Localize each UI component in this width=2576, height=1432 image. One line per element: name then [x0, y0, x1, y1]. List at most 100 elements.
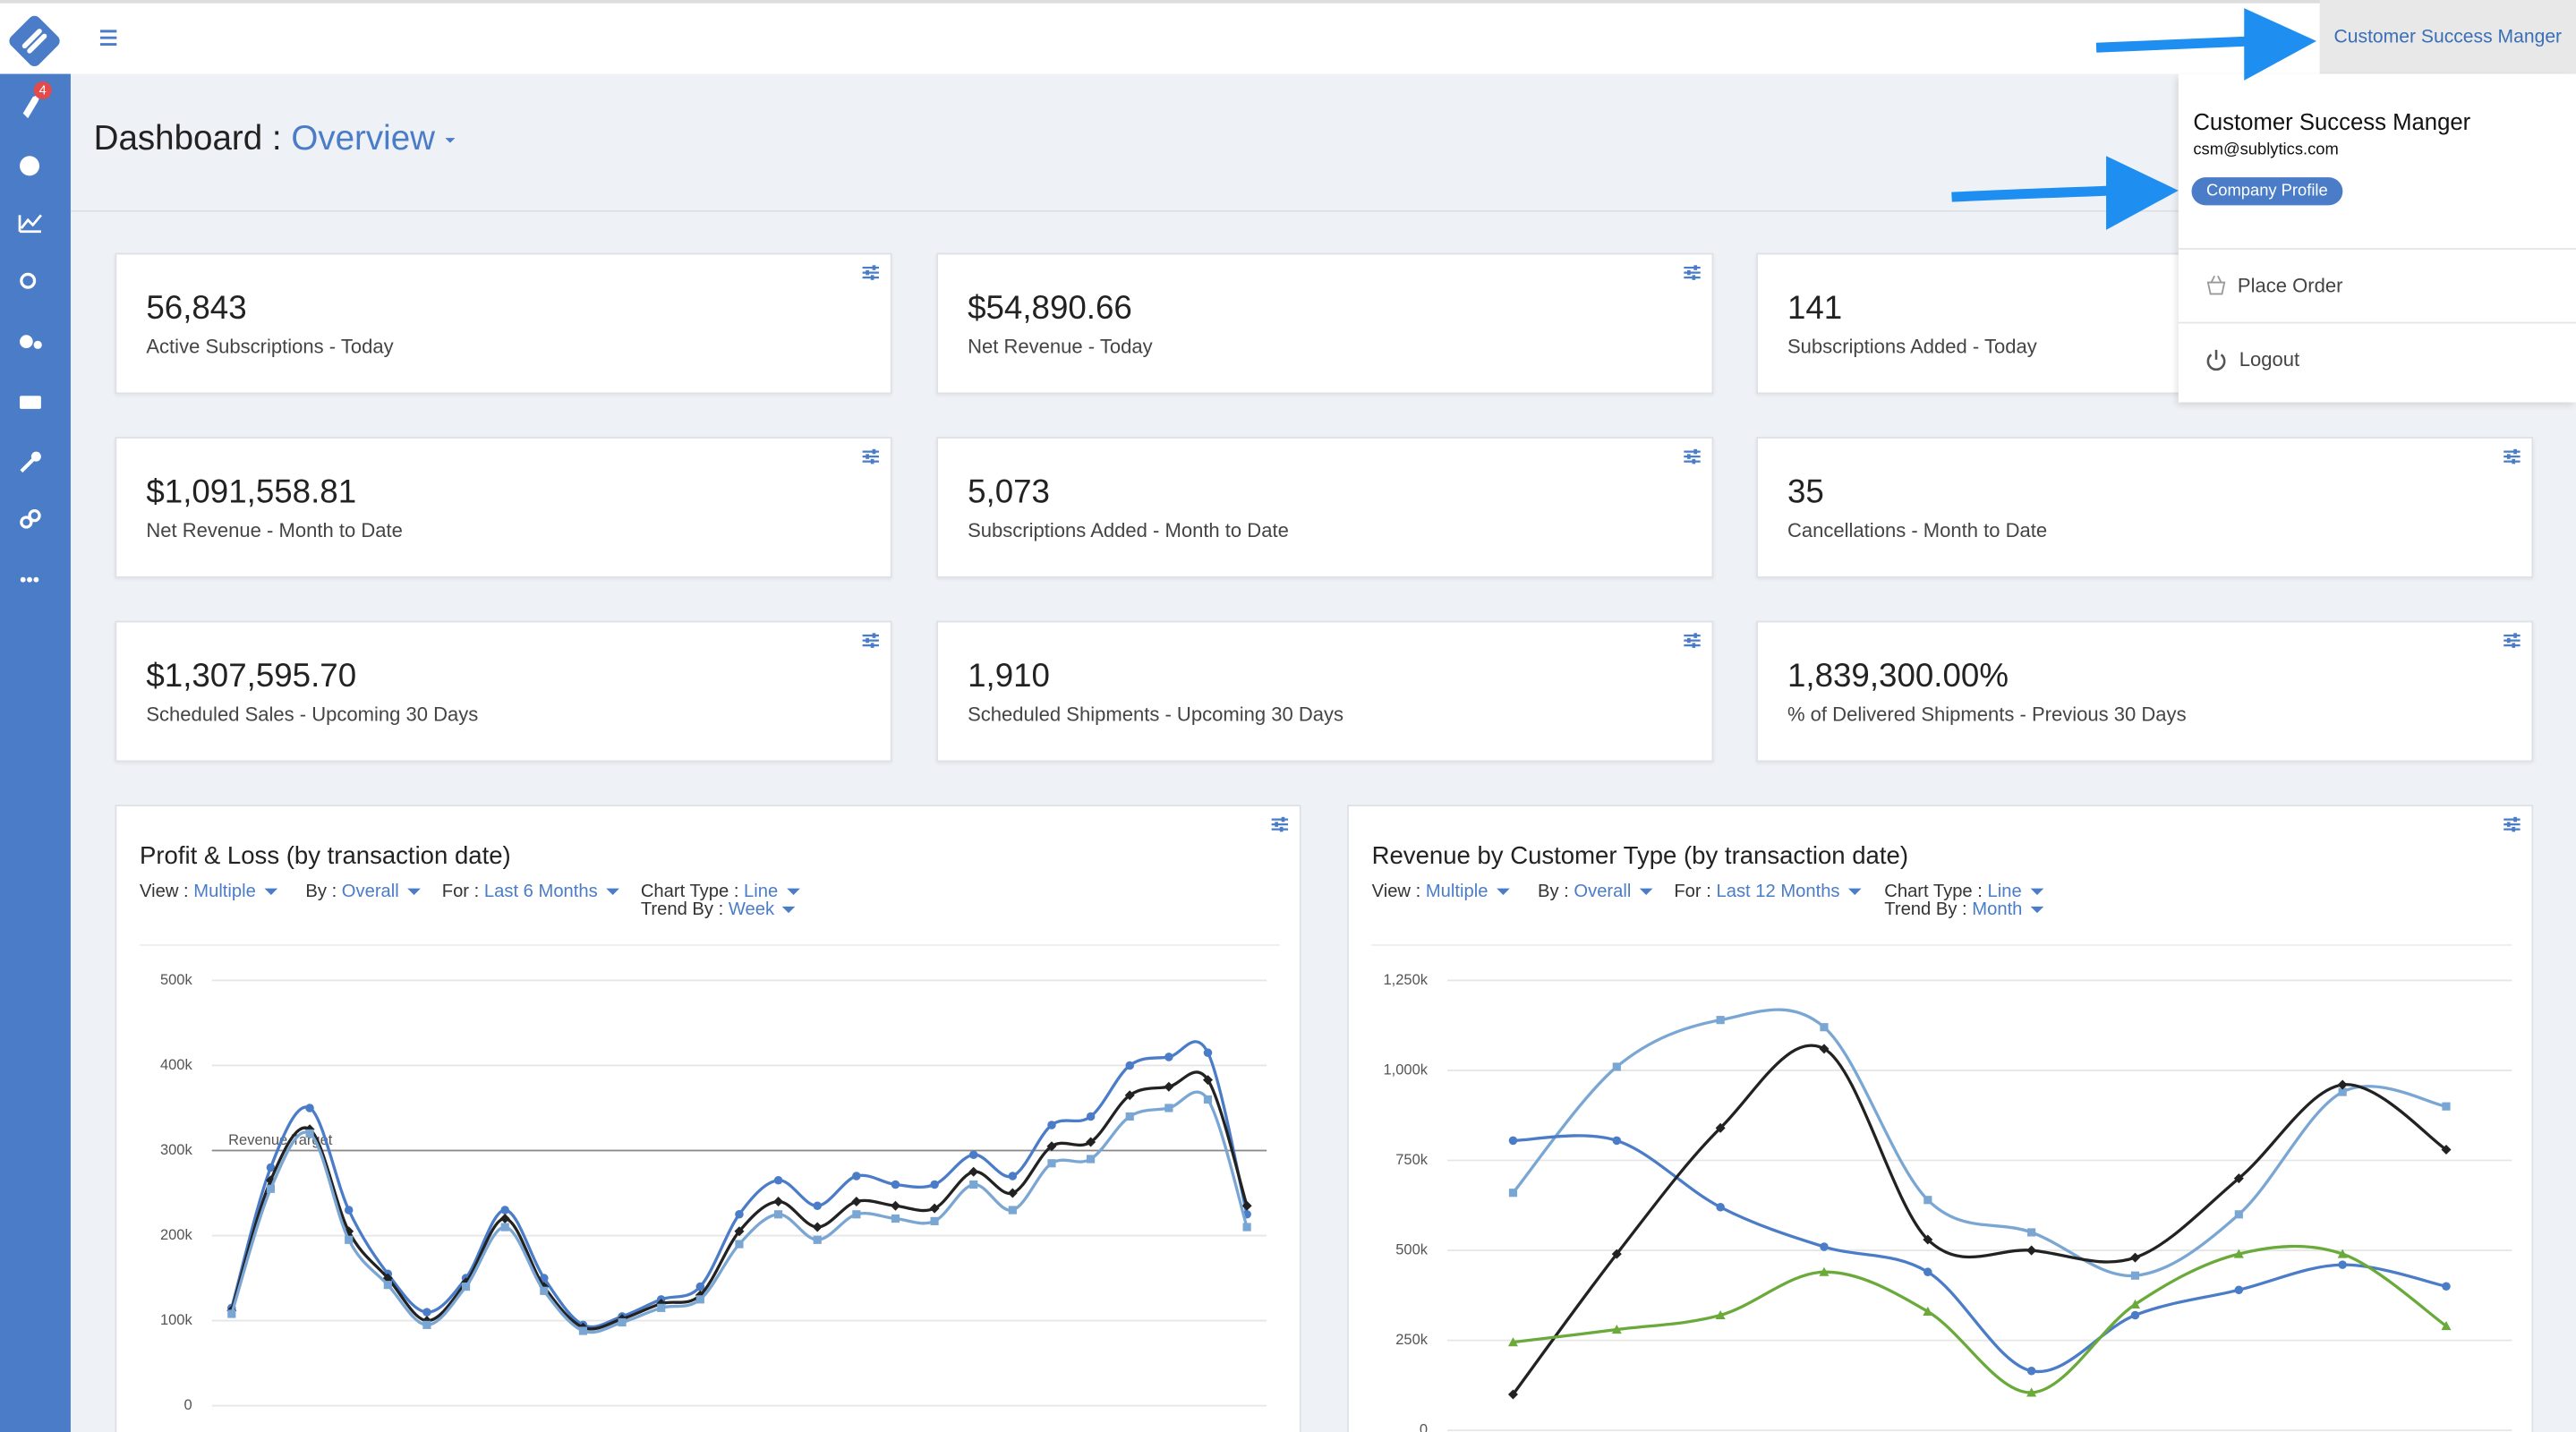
user-button[interactable]: Customer Success Manger — [2319, 0, 2576, 78]
filter-caret — [786, 888, 800, 896]
arrow-head — [2106, 156, 2179, 230]
chart-filter[interactable]: Trend By : Week — [641, 900, 796, 920]
data-point — [1923, 1234, 1933, 1245]
y-tick-label: 300k — [160, 1142, 193, 1158]
stat-card: 35 Cancellations - Month to Date — [1756, 437, 2534, 578]
data-point — [891, 1214, 900, 1223]
reports-icon[interactable] — [18, 214, 42, 234]
stat-value: 5,073 — [968, 474, 1050, 511]
tools-icon[interactable] — [20, 456, 36, 473]
chart-filter[interactable]: For : Last 6 Months — [442, 882, 619, 901]
menu-toggle[interactable] — [98, 28, 118, 47]
data-point — [266, 1163, 276, 1172]
stat-card: 1,910 Scheduled Shipments - Upcoming 30 D… — [936, 620, 1714, 763]
card-settings[interactable] — [1683, 632, 1702, 648]
y-tick-label: 500k — [1395, 1241, 1429, 1257]
launch-icon[interactable] — [22, 93, 41, 119]
data-point — [305, 1129, 314, 1138]
card-settings[interactable] — [861, 632, 881, 648]
card-settings[interactable] — [2502, 816, 2521, 832]
filter-label: Trend By : — [640, 899, 724, 920]
filter-caret — [406, 888, 421, 896]
page-heading: Dashboard : Overview — [94, 119, 456, 159]
data-point — [305, 1104, 314, 1112]
data-point — [540, 1286, 549, 1295]
settings-icon[interactable] — [20, 335, 33, 348]
company-profile-button[interactable]: Company Profile — [2191, 177, 2343, 206]
data-point — [1923, 1196, 1932, 1205]
billing-icon[interactable] — [20, 396, 41, 409]
filter-value: Overall — [341, 882, 399, 902]
data-point — [773, 1210, 783, 1219]
stat-label: Subscriptions Added - Month to Date — [968, 518, 1289, 542]
data-point — [968, 1150, 978, 1160]
chart-filter[interactable]: For : Last 12 Months — [1674, 882, 1862, 901]
data-point — [930, 1180, 939, 1189]
y-tick-label: 0 — [1420, 1422, 1428, 1432]
links-icon[interactable] — [20, 516, 33, 529]
data-point — [1203, 1095, 1213, 1104]
card-settings[interactable] — [2502, 448, 2521, 465]
stat-value: $54,890.66 — [968, 290, 1132, 328]
data-point — [695, 1295, 704, 1304]
data-point — [2338, 1087, 2347, 1096]
menu-item[interactable]: Place Order — [2178, 248, 2576, 322]
data-point — [891, 1180, 900, 1189]
chart-filter[interactable]: View : Multiple — [140, 882, 277, 901]
data-point — [1125, 1112, 1134, 1121]
data-point — [1507, 1337, 1518, 1347]
search-icon[interactable] — [20, 272, 37, 289]
view-selector[interactable]: Overview — [291, 119, 456, 158]
data-point — [1007, 1188, 1018, 1198]
separator — [70, 209, 2576, 212]
y-tick-label: 1,000k — [1383, 1061, 1428, 1078]
card-settings[interactable] — [1683, 448, 1702, 465]
more-icon[interactable] — [20, 576, 26, 583]
card-settings[interactable] — [1270, 816, 1290, 832]
card-settings[interactable] — [861, 448, 881, 465]
y-tick-label: 250k — [1395, 1332, 1429, 1348]
data-point — [852, 1172, 861, 1181]
chart-filter[interactable]: By : Overall — [305, 882, 421, 902]
card-settings[interactable] — [861, 264, 881, 280]
chart-title: Revenue by Customer Type (by transaction… — [1371, 842, 1909, 871]
view-name: Overview — [291, 119, 435, 158]
data-point — [578, 1326, 588, 1335]
filter-value: Month — [1972, 899, 2023, 920]
arrow — [1951, 185, 2117, 202]
stat-label: Subscriptions Added - Today — [1787, 335, 2037, 358]
user-menu: Customer Success Manger csm@sublytics.co… — [2178, 73, 2576, 403]
logo[interactable] — [6, 13, 62, 69]
chart-title: Profit & Loss (by transaction date) — [140, 842, 511, 871]
chart-filter[interactable]: Chart Type : Line — [641, 882, 800, 902]
card-settings[interactable] — [1683, 264, 1702, 280]
chart-filter[interactable]: Chart Type : Line — [1884, 882, 2043, 901]
data-point — [499, 1214, 510, 1224]
card-settings[interactable] — [2502, 632, 2521, 648]
y-tick-label: 500k — [160, 972, 193, 988]
stat-value: 1,910 — [968, 658, 1050, 695]
stat-card: 5,073 Subscriptions Added - Month to Date — [936, 437, 1714, 578]
filter-label: Chart Type : — [1884, 882, 1983, 902]
data-point — [500, 1223, 509, 1232]
data-point — [1047, 1121, 1056, 1129]
filter-value: Line — [744, 882, 779, 902]
data-point — [813, 1235, 822, 1244]
chart-filter[interactable]: By : Overall — [1538, 882, 1653, 901]
y-tick-label: 750k — [1395, 1152, 1429, 1168]
chart-filter[interactable]: View : Multiple — [1372, 882, 1510, 901]
data-point — [2130, 1310, 2140, 1320]
data-point — [1242, 1223, 1251, 1232]
data-point — [2026, 1367, 2036, 1376]
chart-filter[interactable]: Trend By : Month — [1884, 899, 2044, 920]
dashboard-icon[interactable] — [20, 156, 40, 176]
series-line — [1512, 1008, 2447, 1277]
menu-item[interactable]: Logout — [2178, 321, 2576, 396]
menu-item-label: Place Order — [2237, 274, 2343, 298]
data-point — [773, 1197, 784, 1207]
menu-icon — [2206, 349, 2226, 371]
data-point — [2026, 1245, 2037, 1256]
data-point — [227, 1309, 236, 1318]
